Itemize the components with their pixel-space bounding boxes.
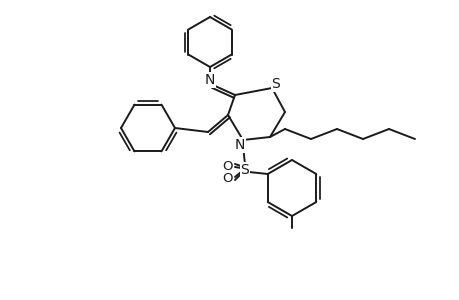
Text: O: O [222, 172, 233, 184]
Text: S: S [240, 163, 249, 177]
Text: O: O [222, 160, 233, 172]
Text: S: S [271, 77, 280, 91]
Text: N: N [204, 73, 215, 87]
Text: N: N [234, 138, 245, 152]
